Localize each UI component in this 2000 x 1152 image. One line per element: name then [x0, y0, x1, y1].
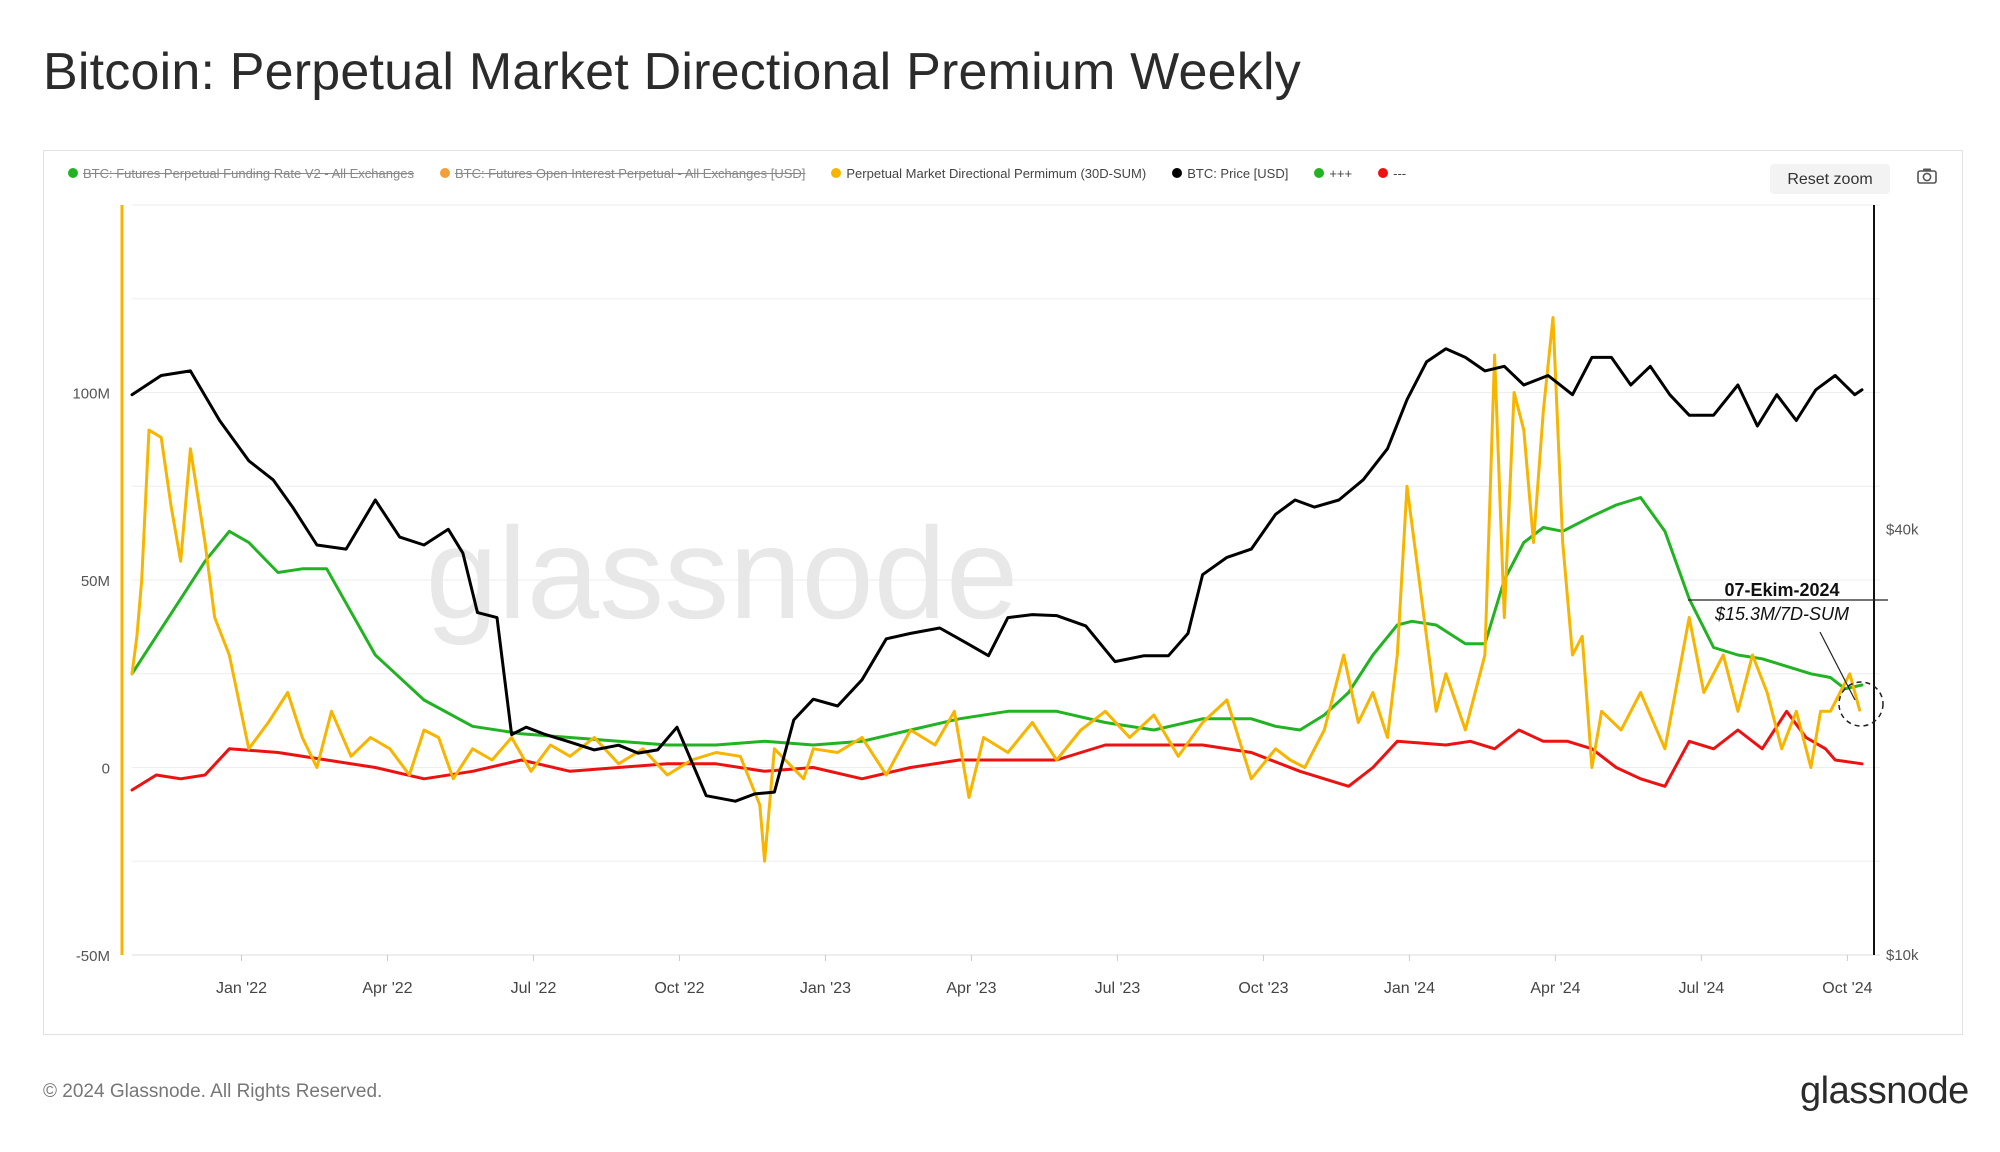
chart-legend: BTC: Futures Perpetual Funding Rate V2 -… [68, 163, 1432, 183]
x-tick-label: Oct '24 [1822, 980, 1872, 997]
legend-marker-icon [68, 168, 78, 178]
annotation: 07-Ekim-2024 $15.3M/7D-SUM [1688, 580, 1888, 727]
legend-item[interactable]: Perpetual Market Directional Permimum (3… [831, 166, 1146, 181]
y-left-tick-label: 100M [72, 386, 110, 403]
legend-marker-icon [1314, 168, 1325, 178]
x-tick-label: Apr '22 [362, 980, 412, 997]
legend-label: BTC: Futures Open Interest Perpetual - A… [454, 165, 806, 181]
y-left-tick-label: -50M [76, 948, 110, 965]
annotation-value: $15.3M/7D-SUM [1714, 604, 1849, 624]
y-left-tick-label: 50M [81, 573, 110, 590]
legend-item[interactable]: +++ [1314, 166, 1352, 181]
x-tick-label: Jul '22 [511, 980, 557, 997]
btc-price-line [130, 347, 1864, 803]
negative-band-line [130, 709, 1864, 792]
legend-item[interactable]: BTC: Futures Open Interest Perpetual - A… [439, 165, 806, 181]
x-tick-label: Jul '23 [1095, 980, 1141, 997]
y-left-tick-label: 0 [102, 761, 110, 778]
watermark: glassnode [426, 500, 1019, 646]
x-tick-label: Jan '23 [800, 980, 851, 997]
x-tick-label: Apr '24 [1530, 980, 1580, 997]
chart-container [43, 150, 1963, 1035]
annotation-date: 07-Ekim-2024 [1724, 580, 1839, 600]
legend-marker-icon [1172, 168, 1183, 178]
legend-item[interactable]: BTC: Futures Perpetual Funding Rate V2 -… [68, 166, 414, 181]
legend-label: Perpetual Market Directional Permimum (3… [846, 165, 1147, 181]
x-tick-label: Jul '24 [1679, 980, 1725, 997]
x-tick-label: Oct '22 [654, 980, 704, 997]
x-tick-label: Apr '23 [946, 980, 996, 997]
directional-premium-line [130, 316, 1862, 863]
x-tick-label: Oct '23 [1238, 980, 1288, 997]
legend-label: BTC: Price [USD] [1187, 165, 1289, 181]
annotation-highlight-circle [1838, 681, 1884, 727]
y-right-tick-label: $10k [1886, 947, 1919, 964]
page-title: Bitcoin: Perpetual Market Directional Pr… [43, 43, 1301, 101]
axes: 100M 50M 0 -50M $40k $10k Jan '22 Apr '22 Jul '2… [72, 205, 1919, 997]
x-tick-label: Jan '22 [216, 980, 267, 997]
legend-label: --- [1393, 165, 1407, 181]
legend-item[interactable]: --- [1378, 166, 1406, 181]
copyright-notice: © 2024 Glassnode. All Rights Reserved. [43, 1081, 383, 1102]
legend-label: BTC: Futures Perpetual Funding Rate V2 -… [83, 165, 414, 181]
x-tick-label: Jan '24 [1384, 980, 1435, 997]
series-group [130, 316, 1864, 863]
positive-band-line [130, 496, 1864, 747]
brand-logo: glassnode [1800, 1070, 1969, 1112]
legend-marker-icon [831, 168, 842, 178]
legend-marker-icon [439, 168, 450, 178]
camera-icon[interactable] [1916, 166, 1938, 186]
reset-zoom-button[interactable]: Reset zoom [1770, 164, 1890, 194]
legend-marker-icon [1378, 168, 1389, 178]
y-right-tick-label: $40k [1886, 521, 1919, 538]
annotation-pointer-line [1819, 631, 1856, 701]
legend-item[interactable]: BTC: Price [USD] [1172, 166, 1288, 181]
legend-label: +++ [1329, 165, 1353, 181]
